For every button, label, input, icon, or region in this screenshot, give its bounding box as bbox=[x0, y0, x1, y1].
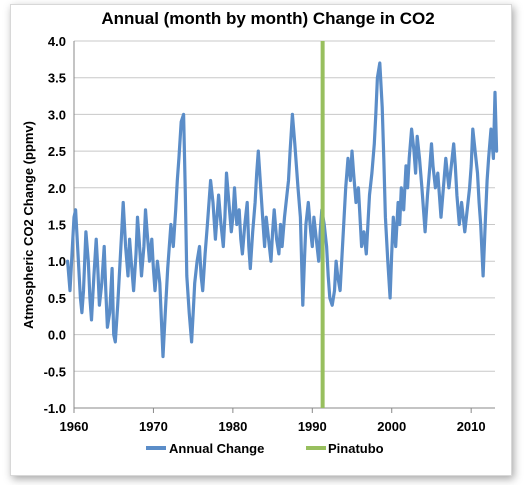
x-tick-label: 1990 bbox=[298, 419, 327, 434]
y-tick-label: 2.0 bbox=[48, 181, 66, 196]
y-tick-label: 0.5 bbox=[48, 291, 66, 306]
y-tick-label: 1.5 bbox=[48, 218, 66, 233]
y-tick-label: 0.0 bbox=[48, 328, 66, 343]
x-tick-label: 2010 bbox=[457, 419, 486, 434]
chart-frame bbox=[10, 4, 512, 476]
y-tick-label: 1.0 bbox=[48, 254, 66, 269]
legend-label-annual-change: Annual Change bbox=[169, 441, 264, 456]
legend-label-pinatubo: Pinatubo bbox=[328, 441, 384, 456]
x-tick-label: 1960 bbox=[60, 419, 89, 434]
y-axis-label: Atmospheric CO2 Change (ppmv) bbox=[21, 121, 36, 329]
x-tick-label: 1980 bbox=[218, 419, 247, 434]
plot-area bbox=[66, 41, 499, 408]
y-tick-label: 2.5 bbox=[48, 144, 66, 159]
x-tick-labels: 1960 1970 1980 1990 2000 2010 bbox=[60, 419, 486, 434]
y-tick-label: 3.5 bbox=[48, 71, 66, 86]
y-tick-label: 3.0 bbox=[48, 107, 66, 122]
legend: Annual Change Pinatubo bbox=[146, 441, 384, 456]
chart-title: Annual (month by month) Change in CO2 bbox=[101, 9, 434, 28]
x-tick-label: 2000 bbox=[377, 419, 406, 434]
y-tick-labels: -1.0 -0.5 0.0 0.5 1.0 1.5 2.0 2.5 3.0 3.5 4.0 bbox=[44, 34, 66, 416]
y-tick-label: -1.0 bbox=[44, 401, 66, 416]
x-tick-label: 1970 bbox=[139, 419, 168, 434]
series-line-annual-change bbox=[66, 61, 499, 359]
y-tick-label: 4.0 bbox=[48, 34, 66, 49]
y-tick-label: -0.5 bbox=[44, 364, 66, 379]
